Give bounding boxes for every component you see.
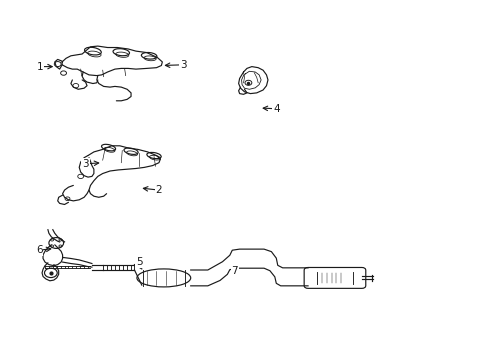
Text: 3: 3 <box>180 60 186 70</box>
Text: 3: 3 <box>82 159 89 169</box>
Text: 1: 1 <box>37 62 43 72</box>
Text: 6: 6 <box>36 245 42 255</box>
Text: 4: 4 <box>272 104 279 114</box>
Text: 2: 2 <box>155 185 162 195</box>
Text: 5: 5 <box>136 257 142 267</box>
Text: 7: 7 <box>231 266 238 276</box>
